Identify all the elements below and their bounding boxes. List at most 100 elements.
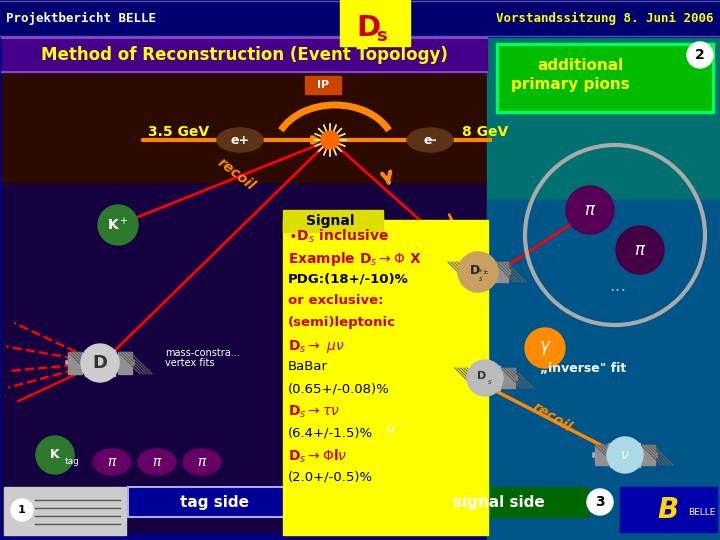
Text: IP: IP [317, 80, 329, 90]
Bar [305, 76, 341, 94]
Bar [595, 445, 609, 465]
Text: e+: e+ [230, 133, 250, 146]
Text: $\mathbf{s}$: $\mathbf{s}$ [376, 27, 388, 45]
Bar [494, 262, 508, 282]
Text: tag: tag [65, 457, 80, 466]
Text: $\gamma$: $\gamma$ [539, 339, 552, 357]
Circle shape [587, 489, 613, 515]
Bar [410, 487, 588, 517]
Bar [497, 44, 713, 112]
Bar [641, 445, 655, 465]
Text: D$_s$$\to$$\Phi$l$\nu$: D$_s$$\to$$\Phi$l$\nu$ [288, 448, 347, 465]
Bar [85, 350, 93, 376]
Text: or exclusive:: or exclusive: [288, 294, 384, 307]
Circle shape [687, 42, 713, 68]
Bar [485, 260, 493, 284]
Ellipse shape [93, 449, 131, 475]
Text: D$_s$$\to$ $\mu\nu$: D$_s$$\to$ $\mu\nu$ [288, 338, 345, 355]
Text: $\pi$: $\pi$ [634, 241, 646, 259]
Circle shape [525, 328, 565, 368]
Bar [2, 72, 487, 532]
Text: B: B [657, 496, 678, 524]
Bar [107, 350, 115, 376]
Text: K: K [50, 449, 60, 462]
Bar [501, 368, 515, 388]
Bar [487, 38, 720, 540]
Text: „inverse" fit: „inverse" fit [540, 362, 626, 375]
Text: D$_s$$\to\tau\nu$: D$_s$$\to\tau\nu$ [288, 404, 340, 421]
Text: BaBar: BaBar [288, 360, 328, 373]
Bar [2, 38, 487, 72]
Circle shape [321, 131, 339, 149]
Bar [128, 487, 303, 517]
Text: mass-constra...: mass-constra... [165, 348, 240, 358]
Circle shape [81, 344, 119, 382]
Text: recoil: recoil [395, 274, 408, 313]
Bar [610, 443, 618, 467]
Text: BELLE: BELLE [688, 508, 716, 517]
Polygon shape [487, 200, 720, 540]
Text: $\mu^-$: $\mu^-$ [386, 422, 405, 438]
Text: $\pi$: $\pi$ [197, 455, 207, 469]
Bar [68, 352, 82, 374]
Bar [448, 262, 462, 282]
Bar [620, 487, 717, 532]
Text: (semi)leptonic: (semi)leptonic [288, 316, 396, 329]
Text: Projektbericht BELLE: Projektbericht BELLE [6, 11, 156, 24]
Bar [492, 366, 500, 390]
Bar [118, 352, 132, 374]
Bar [455, 368, 469, 388]
Text: additional: additional [537, 57, 623, 72]
Text: primary pions: primary pions [510, 78, 629, 92]
Circle shape [458, 252, 498, 292]
Text: Method of Reconstruction (Event Topology): Method of Reconstruction (Event Topology… [40, 46, 447, 64]
Text: recoil: recoil [530, 400, 575, 435]
Text: 1: 1 [18, 505, 26, 515]
Text: $\pi$: $\pi$ [107, 455, 117, 469]
Text: $_s$: $_s$ [487, 377, 492, 387]
Text: $_s^{*\pm}$: $_s^{*\pm}$ [478, 268, 490, 285]
Ellipse shape [138, 449, 176, 475]
Circle shape [98, 205, 138, 245]
Ellipse shape [183, 449, 221, 475]
Text: ...: ... [609, 277, 626, 295]
Text: 3.5 GeV: 3.5 GeV [148, 125, 209, 139]
Bar [2, 72, 487, 182]
Bar [632, 443, 640, 467]
Circle shape [11, 499, 33, 521]
Text: e-: e- [423, 133, 437, 146]
Text: $\bullet$D$_s$ inclusive: $\bullet$D$_s$ inclusive [288, 228, 389, 245]
Ellipse shape [217, 128, 263, 152]
Text: (2.0+/-0.5)%: (2.0+/-0.5)% [288, 470, 373, 483]
Text: $\pi$: $\pi$ [152, 455, 162, 469]
Text: (0.65+/-0.08)%: (0.65+/-0.08)% [288, 382, 390, 395]
Ellipse shape [407, 128, 453, 152]
Text: D: D [92, 354, 107, 372]
Text: tag side: tag side [181, 495, 250, 510]
Circle shape [375, 410, 415, 450]
Text: 8 GeV: 8 GeV [462, 125, 508, 139]
Bar [497, 44, 713, 112]
Bar [4, 487, 126, 535]
Circle shape [607, 437, 643, 473]
Circle shape [467, 360, 503, 396]
Circle shape [566, 186, 614, 234]
Bar [283, 210, 383, 232]
Text: PDG:(18+/-10)%: PDG:(18+/-10)% [288, 272, 409, 285]
Text: $\nu$: $\nu$ [621, 448, 630, 462]
Circle shape [36, 436, 74, 474]
Bar [0, 0, 720, 36]
Bar [463, 260, 471, 284]
Text: Signal: Signal [306, 214, 354, 228]
Text: recoil: recoil [215, 155, 258, 193]
Text: K$^+$: K$^+$ [107, 217, 129, 234]
Text: Vorstandssitzung 8. Juni 2006: Vorstandssitzung 8. Juni 2006 [497, 11, 714, 24]
Bar [340, 0, 410, 46]
Bar [283, 220, 488, 535]
Text: 2: 2 [695, 48, 705, 62]
Text: $\mathbf{D}$: $\mathbf{D}$ [356, 14, 380, 42]
Text: signal side: signal side [453, 495, 545, 510]
Text: vertex fits: vertex fits [165, 358, 215, 368]
Text: $\pi$: $\pi$ [584, 201, 596, 219]
Bar [470, 366, 478, 390]
